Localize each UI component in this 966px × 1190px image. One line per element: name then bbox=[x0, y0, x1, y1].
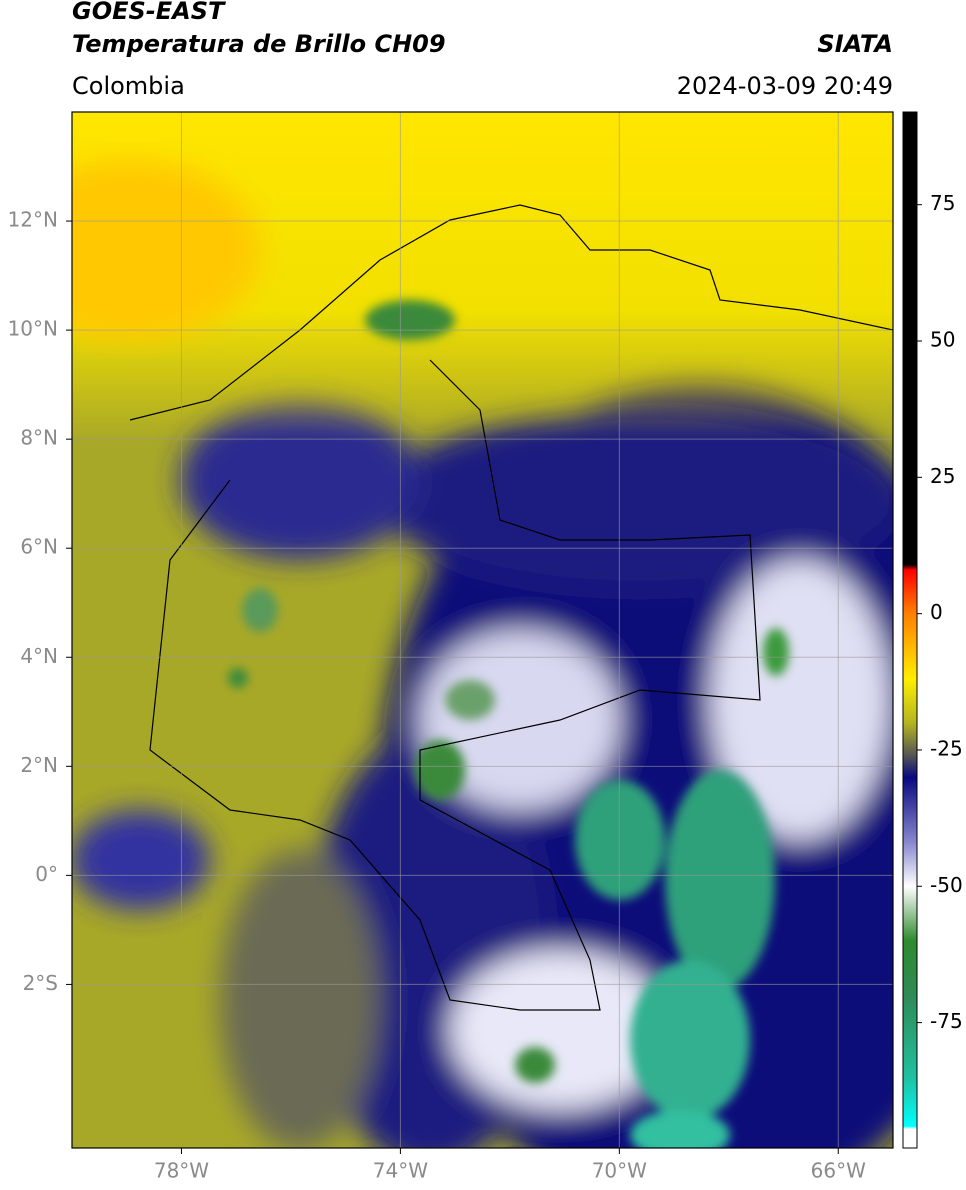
colorbar-tick-label: 25 bbox=[930, 464, 955, 488]
y-tick-label: 2°N bbox=[20, 753, 58, 777]
product-title: Temperatura de Brillo CH09 bbox=[72, 30, 446, 58]
cold-top bbox=[665, 770, 775, 990]
x-tick-label: 78°W bbox=[154, 1159, 209, 1183]
cloud bbox=[220, 850, 380, 1148]
colorbar-tick-label: 75 bbox=[930, 191, 955, 215]
cold-top bbox=[575, 780, 665, 900]
y-tick-label: 6°N bbox=[20, 535, 58, 559]
satellite-title: GOES-EAST bbox=[72, 0, 226, 25]
imagery bbox=[72, 112, 893, 1148]
source-label: SIATA bbox=[817, 30, 893, 58]
cold-top bbox=[763, 628, 789, 676]
cold-tops bbox=[228, 300, 789, 1148]
cold-top bbox=[515, 1047, 555, 1083]
warm-area bbox=[72, 160, 260, 340]
region-label: Colombia bbox=[72, 72, 185, 100]
cold-top bbox=[445, 680, 495, 720]
map-frame bbox=[71, 111, 894, 1149]
y-tick-label: 4°N bbox=[20, 644, 58, 668]
cloud bbox=[72, 810, 210, 910]
x-tick-label: 66°W bbox=[811, 1159, 866, 1183]
x-tick-label: 70°W bbox=[592, 1159, 647, 1183]
cold-top bbox=[630, 1110, 730, 1148]
cold-top bbox=[415, 740, 465, 800]
colorbar-tick-label: -50 bbox=[930, 873, 963, 897]
y-tick-label: 0° bbox=[35, 862, 58, 886]
cold-top bbox=[630, 960, 750, 1120]
colorbar-tick-label: 50 bbox=[930, 328, 955, 352]
colorbar-tick-label: 0 bbox=[930, 600, 943, 624]
cloud bbox=[380, 410, 893, 590]
y-tick-label: 12°N bbox=[8, 208, 58, 232]
grid bbox=[72, 112, 893, 1148]
cold-top bbox=[365, 300, 455, 340]
cloud bbox=[710, 560, 890, 840]
colorbar-tick-label: -25 bbox=[930, 736, 963, 760]
cloud-field bbox=[72, 380, 893, 1148]
y-tick-label: 8°N bbox=[20, 426, 58, 450]
colorbar bbox=[902, 111, 918, 1149]
cold-top bbox=[228, 668, 248, 688]
cloud bbox=[450, 950, 670, 1110]
y-tick-label: 10°N bbox=[8, 317, 58, 341]
cloud bbox=[420, 630, 620, 810]
y-tick-label: 2°S bbox=[23, 971, 58, 995]
cold-top bbox=[242, 588, 278, 632]
x-tick-label: 74°W bbox=[373, 1159, 428, 1183]
colorbar-tick-label: -75 bbox=[930, 1009, 963, 1033]
datetime-label: 2024-03-09 20:49 bbox=[677, 72, 893, 100]
